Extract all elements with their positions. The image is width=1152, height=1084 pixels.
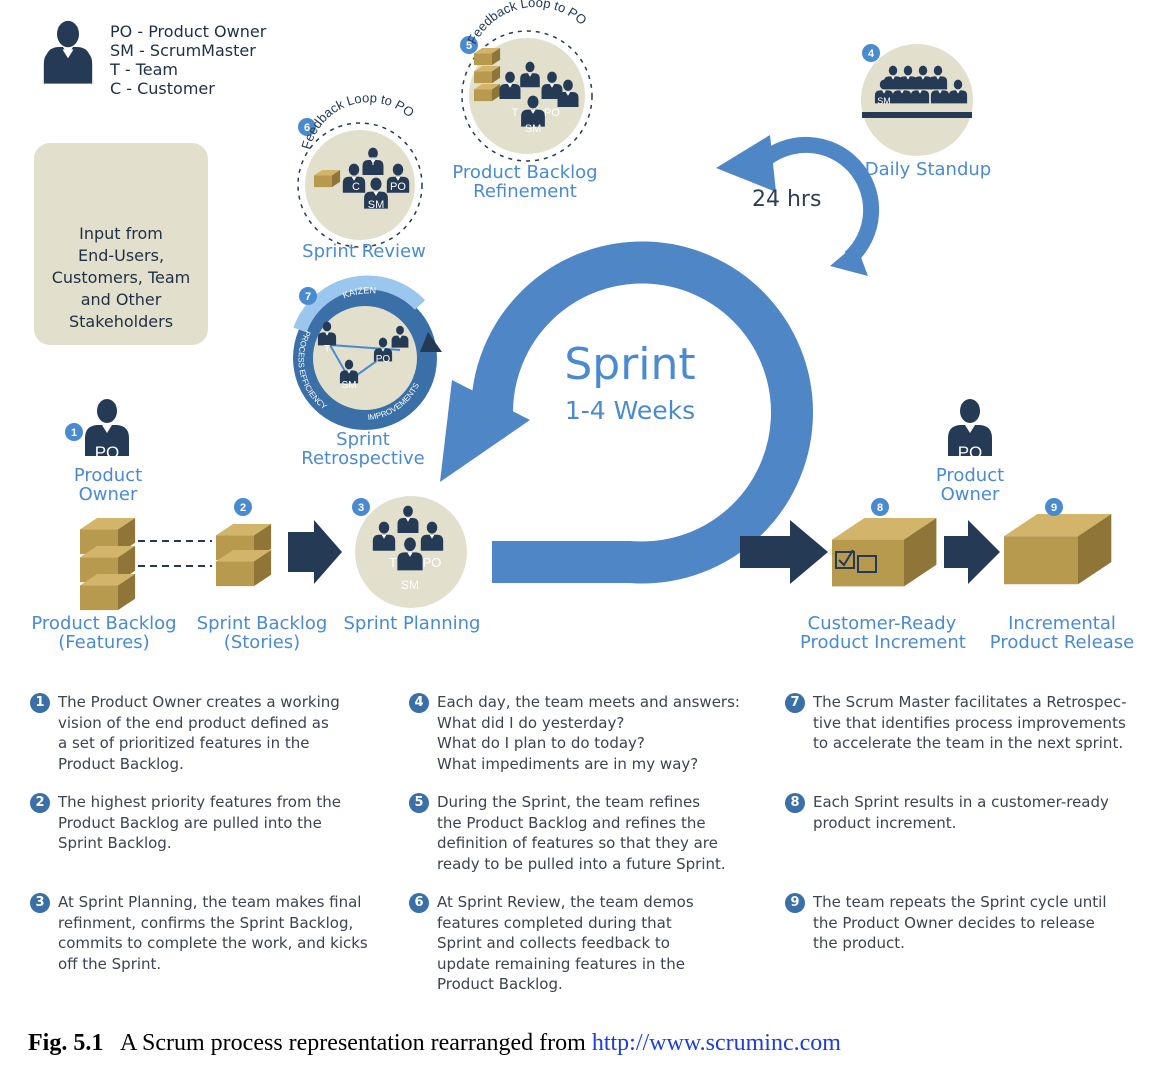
badge-8: 8: [877, 502, 883, 514]
product-owner-right-label: Product Owner: [935, 465, 1005, 505]
sprint-title: Sprint: [564, 339, 696, 390]
note-5: 5 During the Sprint, the team refines th…: [409, 792, 726, 874]
badge-1: 1: [71, 427, 77, 439]
t-tag-review: T: [370, 156, 377, 168]
note-number: 5: [409, 793, 429, 813]
note-number: 3: [30, 893, 50, 913]
note-number: 2: [30, 793, 50, 813]
badge-8-bg: [871, 498, 889, 516]
c-tag-review: C: [352, 181, 360, 193]
note-1: 1 The Product Owner creates a working vi…: [30, 692, 340, 774]
note-number: 7: [785, 693, 805, 713]
arrow-to-release: [944, 520, 1000, 584]
stakeholder-input-box: Input from End-Users, Customers, Team an…: [34, 143, 208, 345]
badge-6: 6: [304, 122, 310, 134]
sprint-review-circle: [297, 122, 423, 248]
badge-2-bg: [234, 498, 252, 516]
badge-4: 4: [868, 48, 875, 60]
note-7: 7 The Scrum Master facilitates a Retrosp…: [785, 692, 1127, 754]
note-3: 3 At Sprint Planning, the team makes fin…: [30, 892, 368, 974]
sprint-review-label: Sprint Review: [302, 241, 426, 262]
note-8: 8 Each Sprint results in a customer-read…: [785, 792, 1109, 833]
product-release-box: [1004, 514, 1112, 585]
sprint-retrospective-circle: [293, 275, 442, 430]
incremental-release-label: Incremental Product Release: [989, 613, 1135, 653]
legend-person-icon: [43, 20, 93, 84]
t-tag-planning: T: [389, 555, 397, 570]
legend-c: C - Customer: [110, 79, 215, 98]
figure-caption: Fig. 5.1 A Scrum process representation …: [28, 1030, 841, 1057]
figure-number: Fig. 5.1: [28, 1030, 104, 1056]
note-number: 1: [30, 693, 50, 713]
sm-tag-review: SM: [368, 199, 385, 211]
sprint-planning-label: Sprint Planning: [343, 613, 481, 634]
badge-2: 2: [240, 502, 246, 514]
product-backlog-label: Product Backlog (Features): [31, 613, 177, 653]
badge-3: 3: [358, 502, 364, 514]
badge-6-bg: [298, 118, 316, 136]
badge-1-bg: [65, 423, 83, 441]
note-9: 9 The team repeats the Sprint cycle unti…: [785, 892, 1107, 954]
daily-standup-label: Daily Standup: [864, 159, 992, 180]
badge-5-bg: [460, 36, 478, 54]
note-2: 2 The highest priority features from the…: [30, 792, 341, 854]
po-tag-refinement: PO: [544, 107, 560, 119]
sm-tag-refinement: SM: [525, 123, 542, 135]
badge-3-bg: [352, 498, 370, 516]
legend-t: T - Team: [110, 60, 179, 79]
badge-5: 5: [466, 40, 472, 52]
backlog-refinement-label: Product Backlog Refinement: [452, 162, 598, 202]
note-6: 6 At Sprint Review, the team demos featu…: [409, 892, 694, 995]
legend-sm: SM - ScrumMaster: [110, 41, 256, 60]
backlog-refinement-circle: [461, 30, 593, 162]
daily-standup-circle: [861, 44, 973, 156]
po-tag-planning: PO: [423, 555, 442, 570]
badge-4-bg: [862, 44, 880, 62]
source-link[interactable]: http://www.scruminc.com: [591, 1030, 841, 1056]
note-number: 6: [409, 893, 429, 913]
sm-tag-standup: SM: [877, 96, 891, 106]
note-number: 8: [785, 793, 805, 813]
badge-7: 7: [305, 291, 311, 303]
legend-po: PO - Product Owner: [110, 22, 267, 41]
note-number: 9: [785, 893, 805, 913]
sprint-duration: 1-4 Weeks: [564, 396, 696, 425]
caption-text: A Scrum process representation rearrange…: [120, 1030, 586, 1056]
po-tag-right: PO: [958, 443, 983, 462]
t-tag-retro: T: [324, 344, 330, 355]
customer-ready-label: Customer-Ready Product Increment: [800, 613, 966, 653]
daily-cycle-arrow: [716, 135, 880, 276]
product-owner-left-label: Product Owner: [73, 465, 143, 505]
badge-9-bg: [1045, 498, 1063, 516]
badge-7-bg: [299, 287, 317, 305]
sm-tag-planning: SM: [401, 578, 419, 592]
legend: PO - Product Owner SM - ScrumMaster T - …: [110, 22, 266, 98]
sprint-retrospective-label: Sprint Retrospective: [301, 429, 425, 469]
po-tag-review: PO: [390, 181, 406, 193]
checklist-icon: [835, 549, 877, 573]
sprint-cycle-arrow: [440, 241, 813, 584]
sm-tag-retro: SM: [342, 380, 357, 391]
sprint-backlog-label: Sprint Backlog (Stories): [196, 613, 328, 653]
arrow-to-increment: [740, 520, 828, 584]
po-tag-left: PO: [95, 443, 120, 462]
note-number: 4: [409, 693, 429, 713]
daily-duration: 24 hrs: [752, 187, 822, 212]
backlog-dashed-connector: [138, 540, 212, 567]
product-backlog-boxes: [80, 518, 136, 611]
note-4: 4 Each day, the team meets and answers: …: [409, 692, 740, 774]
sprint-planning-circle: [355, 496, 467, 608]
sprint-backlog-boxes: [216, 524, 272, 587]
badge-9: 9: [1051, 502, 1057, 514]
stakeholder-input-text: Input from End-Users, Customers, Team an…: [51, 224, 191, 331]
t-tag-refinement: T: [512, 107, 519, 119]
arrow-to-planning: [288, 520, 342, 584]
po-tag-retro: PO: [376, 354, 391, 365]
